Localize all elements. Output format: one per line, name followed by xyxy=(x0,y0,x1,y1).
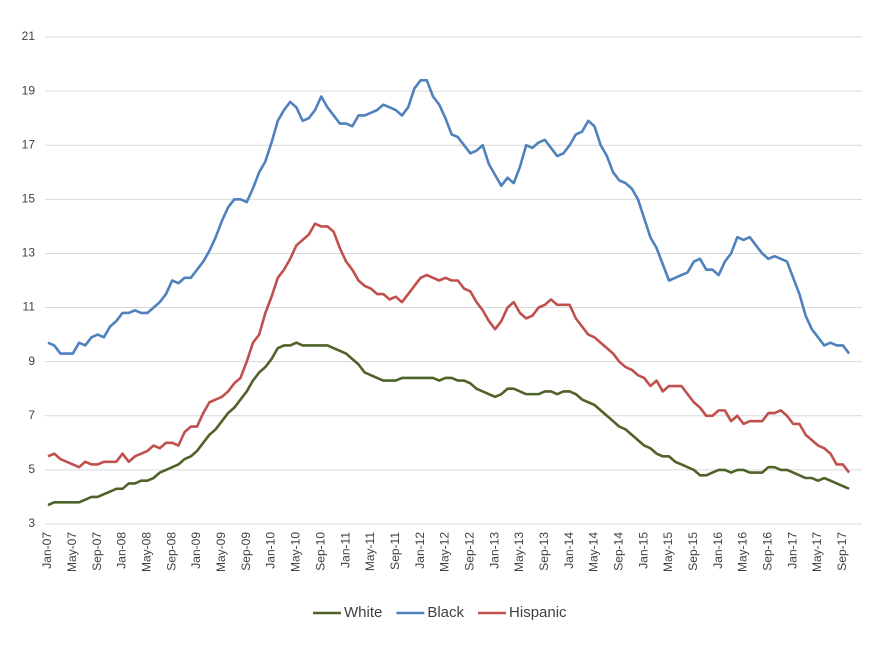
y-tick-label: 17 xyxy=(22,137,36,151)
x-tick-label: Sep-07 xyxy=(90,532,104,571)
series-line xyxy=(47,222,851,474)
x-tick-label: Jan-08 xyxy=(115,532,129,569)
x-tick-label: May-16 xyxy=(736,532,750,572)
x-tick-label: Jan-11 xyxy=(338,532,352,568)
series-line xyxy=(47,341,850,507)
x-tick-label: May-11 xyxy=(363,532,377,571)
y-tick-label: 7 xyxy=(28,408,35,422)
x-tick-label: Sep-14 xyxy=(611,532,625,571)
x-tick-label: Sep-13 xyxy=(537,532,551,571)
x-tick-label: Sep-15 xyxy=(686,532,700,571)
legend-label: White xyxy=(344,604,382,621)
x-tick-label: Jan-10 xyxy=(264,532,278,569)
x-tick-label: Sep-10 xyxy=(313,532,327,571)
x-tick-label: Jan-15 xyxy=(636,532,650,569)
y-tick-label: 19 xyxy=(22,83,36,97)
legend: White Black Hispanic xyxy=(313,604,567,621)
legend-label: Black xyxy=(427,604,464,621)
x-tick-label: Jan-09 xyxy=(189,532,203,569)
x-tick-label: May-14 xyxy=(587,532,601,572)
x-tick-label: May-13 xyxy=(512,532,526,572)
y-tick-label: 21 xyxy=(22,29,36,43)
y-tick-label: 9 xyxy=(28,354,35,368)
y-tick-label: 13 xyxy=(22,246,36,260)
y-tick-label: 5 xyxy=(28,462,35,476)
y-tick-label: 15 xyxy=(22,192,36,206)
x-tick-label: Jan-14 xyxy=(562,532,576,569)
x-tick-label: Jan-13 xyxy=(487,532,501,569)
x-tick-label: Sep-16 xyxy=(761,532,775,571)
x-tick-label: May-17 xyxy=(810,532,824,572)
x-tick-label: May-10 xyxy=(289,532,303,572)
y-tick-label: 3 xyxy=(28,516,35,530)
x-tick-label: May-08 xyxy=(140,532,154,572)
legend-label: Hispanic xyxy=(509,604,567,621)
x-tick-label: May-15 xyxy=(661,532,675,572)
x-tick-label: Jan-12 xyxy=(413,532,427,569)
x-tick-label: Jan-16 xyxy=(711,532,725,569)
x-tick-label: May-12 xyxy=(438,532,452,572)
x-tick-label: Sep-17 xyxy=(835,532,849,571)
x-tick-label: Sep-12 xyxy=(462,532,476,571)
x-tick-label: Jan-07 xyxy=(40,532,54,569)
x-tick-label: Jan-17 xyxy=(785,532,799,569)
x-tick-label: May-07 xyxy=(65,532,79,572)
x-tick-label: Sep-11 xyxy=(388,532,402,570)
series-line xyxy=(47,78,851,355)
x-tick-label: Sep-09 xyxy=(239,532,253,571)
y-tick-label: 11 xyxy=(23,300,36,314)
x-tick-label: Sep-08 xyxy=(164,532,178,571)
x-tick-label: May-09 xyxy=(214,532,228,572)
